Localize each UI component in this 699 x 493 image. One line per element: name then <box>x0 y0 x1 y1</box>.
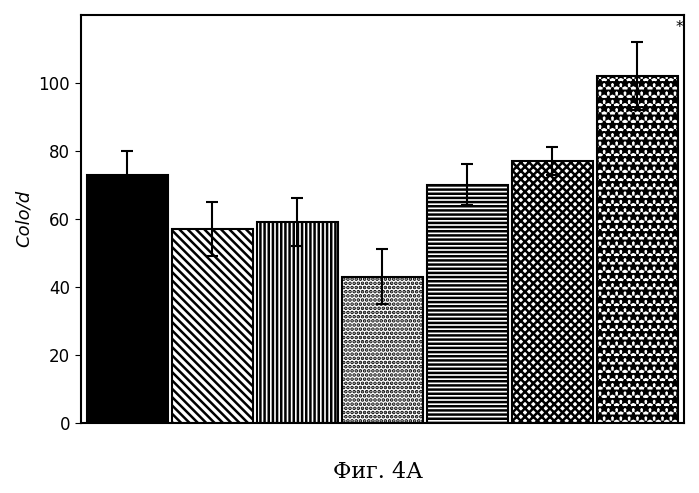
Text: Фиг. 4А: Фиг. 4А <box>333 461 422 483</box>
Bar <box>87 175 168 423</box>
Bar <box>172 229 253 423</box>
Bar <box>597 76 677 423</box>
Bar <box>257 222 338 423</box>
Bar <box>342 277 423 423</box>
Y-axis label: Colo/d: Colo/d <box>15 190 33 247</box>
Text: *: * <box>675 20 683 35</box>
Bar <box>512 161 593 423</box>
Bar <box>427 185 507 423</box>
